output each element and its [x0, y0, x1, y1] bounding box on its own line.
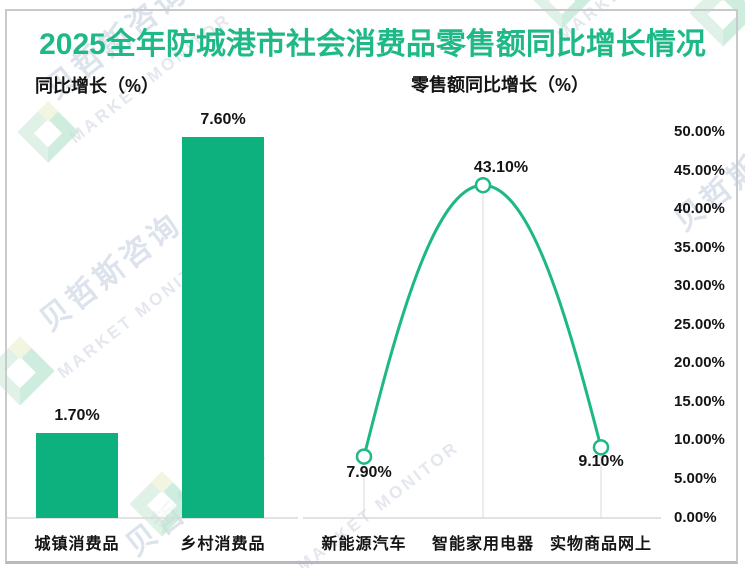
data-point-marker-实物商品网上 — [592, 439, 610, 456]
page-title: 2025全年防城港市社会消费品零售额同比增长情况 — [39, 28, 706, 61]
y-axis-tick-label: 45.00% — [674, 161, 725, 179]
line-chart-title: 零售额同比增长（%） — [411, 75, 590, 95]
chart-frame-border — [5, 9, 738, 564]
point-value-label: 43.10% — [473, 159, 529, 177]
line-category-label: 实物商品网上 — [549, 536, 652, 553]
bar-category-label: 乡村消费品 — [180, 536, 266, 553]
line-category-label: 智能家用电器 — [431, 536, 534, 553]
bar-category-label: 城镇消费品 — [34, 536, 120, 553]
y-axis-tick-label: 35.00% — [674, 238, 725, 256]
y-axis-tick-label: 10.00% — [674, 431, 725, 449]
y-axis-tick-label: 15.00% — [674, 392, 725, 410]
y-axis-tick-label: 50.00% — [674, 123, 725, 140]
y-axis-tick-label: 25.00% — [674, 315, 725, 333]
y-axis-tick-label: 30.00% — [674, 277, 725, 295]
y-axis-tick-label: 5.00% — [674, 469, 717, 487]
line-category-label: 新能源汽车 — [321, 536, 407, 553]
data-point-marker-新能源汽车 — [355, 448, 373, 465]
y-axis-tick-label: 0.00% — [674, 508, 717, 526]
y-axis-tick-label: 20.00% — [674, 354, 725, 372]
bar-城镇消费品 — [36, 432, 118, 518]
bar-value-label: 7.60% — [200, 111, 246, 128]
point-value-label: 9.10% — [578, 453, 624, 471]
bar-chart-title: 同比增长（%） — [35, 76, 160, 96]
point-value-label: 7.90% — [346, 463, 392, 481]
y-axis-tick-label: 40.00% — [674, 200, 725, 218]
bar-乡村消费品 — [182, 137, 264, 518]
data-point-marker-智能家用电器 — [474, 176, 492, 194]
bar-value-label: 1.70% — [54, 406, 100, 424]
